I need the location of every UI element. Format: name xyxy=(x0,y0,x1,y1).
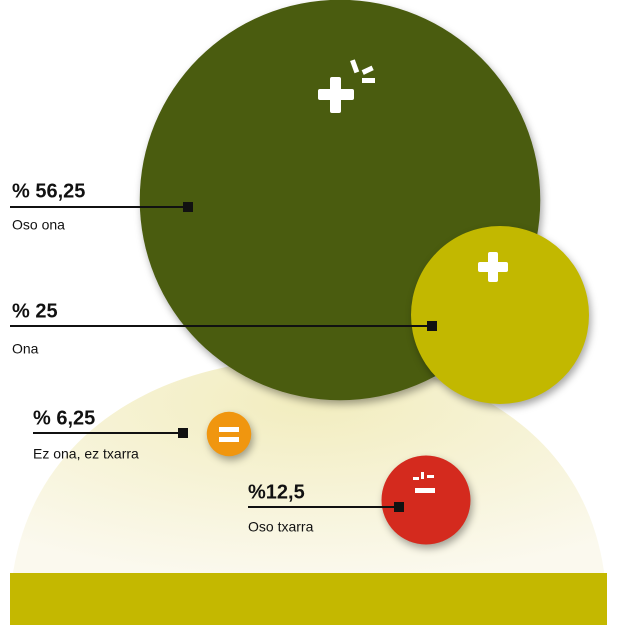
plus-icon xyxy=(318,59,375,113)
leader-dot xyxy=(394,502,404,512)
value-label: % 56,25 xyxy=(12,180,85,202)
base-bar xyxy=(10,573,607,625)
leader-dot xyxy=(178,428,188,438)
category-label: Ez ona, ez txarra xyxy=(33,446,139,462)
value-label: %12,5 xyxy=(248,481,305,503)
category-label: Oso ona xyxy=(12,217,65,233)
minus-icon xyxy=(413,472,435,493)
leader-dot xyxy=(183,202,193,212)
bubble xyxy=(381,455,471,545)
leader-dot xyxy=(427,321,437,331)
equals-icon xyxy=(219,427,239,442)
value-label: % 25 xyxy=(12,300,58,322)
category-label: Ona xyxy=(12,341,39,357)
plus-icon-small xyxy=(478,252,508,282)
value-label: % 6,25 xyxy=(33,407,95,429)
category-label: Oso txarra xyxy=(248,519,314,535)
bubble xyxy=(411,226,589,404)
bubble xyxy=(206,411,252,457)
